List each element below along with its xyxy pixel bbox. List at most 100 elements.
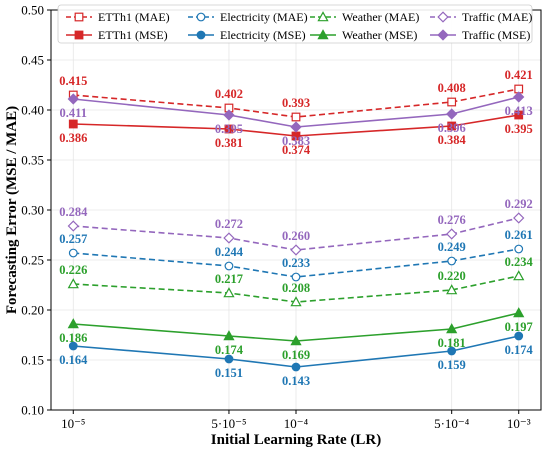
series-electricity-mae (68, 244, 524, 282)
data-label-electricity-mse: 0.174 (505, 343, 534, 357)
y-tick-label: 0.50 (21, 3, 44, 18)
data-label-weather-mse: 0.174 (215, 343, 244, 357)
data-label-etth1-mse: 0.381 (215, 136, 243, 150)
point-traffic-mse (223, 109, 235, 121)
data-label-traffic-mse: 0.396 (438, 121, 466, 135)
point-weather-mae (446, 284, 458, 295)
data-label-weather-mse: 0.197 (505, 320, 533, 334)
data-label-etth1-mae: 0.402 (215, 87, 243, 101)
legend-label: Weather (MSE) (342, 28, 417, 42)
series-traffic-mae (67, 212, 525, 256)
y-tick-label: 0.45 (21, 53, 44, 68)
point-weather-mse (513, 307, 525, 318)
legend-item-electricity-mae: Electricity (MAE) (188, 10, 308, 24)
data-label-electricity-mse: 0.151 (215, 366, 243, 380)
data-label-electricity-mae: 0.249 (438, 240, 466, 254)
series-lines (67, 84, 525, 372)
data-label-weather-mae: 0.234 (505, 255, 534, 269)
point-weather-mae (223, 287, 235, 298)
data-label-etth1-mae: 0.415 (59, 74, 87, 88)
legend-label: Electricity (MAE) (220, 10, 308, 24)
legend-marker (196, 30, 206, 40)
y-tick-label: 0.40 (21, 103, 44, 118)
data-label-weather-mse: 0.169 (282, 348, 310, 362)
point-weather-mse (290, 335, 302, 346)
data-label-electricity-mse: 0.164 (59, 353, 88, 367)
x-tick-label: 10⁻³ (507, 416, 531, 431)
point-traffic-mae (446, 228, 458, 240)
legend-item-electricity-mse: Electricity (MSE) (188, 28, 306, 42)
data-label-traffic-mse: 0.411 (60, 106, 87, 120)
point-etth1-mse (68, 119, 78, 129)
data-label-etth1-mae: 0.393 (282, 96, 310, 110)
data-label-electricity-mae: 0.261 (505, 228, 533, 242)
legend-marker (317, 29, 329, 40)
data-label-etth1-mse: 0.374 (282, 143, 311, 157)
y-tick-label: 0.25 (21, 253, 44, 268)
x-tick-label: 5·10⁻⁴ (434, 416, 470, 431)
legend-label: Electricity (MSE) (220, 28, 306, 42)
y-tick-label: 0.30 (21, 203, 44, 218)
y-tick-label: 0.20 (21, 303, 44, 318)
data-label-electricity-mse: 0.159 (438, 358, 466, 372)
x-tick-label: 5·10⁻⁵ (211, 416, 246, 431)
y-tick-label: 0.15 (21, 353, 44, 368)
point-weather-mae (513, 270, 525, 281)
legend-item-weather-mae: Weather (MAE) (310, 10, 419, 24)
data-label-traffic-mae: 0.292 (505, 197, 533, 211)
point-weather-mse (67, 318, 79, 329)
legend-label: Traffic (MAE) (462, 10, 532, 24)
data-label-electricity-mae: 0.233 (282, 256, 310, 270)
series-weather-mse (67, 307, 525, 346)
legend-label: ETTh1 (MSE) (98, 28, 168, 42)
data-label-traffic-mse: 0.383 (282, 134, 310, 148)
point-etth1-mse (224, 124, 234, 134)
point-traffic-mae (290, 244, 302, 256)
data-label-weather-mae: 0.208 (282, 281, 310, 295)
point-weather-mae (67, 278, 79, 289)
point-traffic-mse (290, 121, 302, 133)
point-etth1-mse (447, 121, 457, 131)
data-label-etth1-mse: 0.395 (505, 122, 533, 136)
point-electricity-mse (68, 341, 78, 351)
legend-item-traffic-mse: Traffic (MSE) (430, 28, 530, 42)
series-traffic-mse (67, 91, 525, 133)
legend-label: Traffic (MSE) (462, 28, 530, 42)
data-label-traffic-mae: 0.260 (282, 229, 310, 243)
y-axis-label: Forecasting Error (MSE / MAE) (4, 106, 20, 314)
legend-marker (196, 12, 206, 22)
series-etth1-mse (68, 110, 524, 141)
data-label-traffic-mae: 0.276 (438, 213, 466, 227)
point-weather-mse (223, 330, 235, 341)
data-label-etth1-mse: 0.386 (59, 131, 87, 145)
x-tick-label: 10⁻⁴ (284, 416, 309, 431)
legend-marker (317, 11, 329, 22)
legend-box (57, 4, 533, 44)
series-electricity-mse (68, 331, 524, 372)
point-weather-mse (446, 323, 458, 334)
legend-item-etth1-mse: ETTh1 (MSE) (66, 28, 168, 42)
legend-item-etth1-mae: ETTh1 (MAE) (66, 10, 170, 24)
data-label-weather-mae: 0.220 (438, 269, 466, 283)
point-traffic-mse (67, 93, 79, 105)
data-label-traffic-mse: 0.413 (505, 104, 533, 118)
point-weather-mae (290, 296, 302, 307)
point-electricity-mae (514, 244, 524, 254)
legend-item-traffic-mae: Traffic (MAE) (430, 10, 532, 24)
point-electricity-mae (291, 272, 301, 282)
point-electricity-mse (514, 331, 524, 341)
data-label-etth1-mae: 0.408 (438, 81, 466, 95)
legend-item-weather-mse: Weather (MSE) (310, 28, 417, 42)
point-traffic-mae (513, 212, 525, 224)
data-label-etth1-mse: 0.384 (438, 133, 467, 147)
y-tick-label: 0.10 (21, 403, 44, 418)
legend-marker (437, 29, 449, 41)
legend-marker (74, 12, 84, 22)
point-traffic-mae (223, 232, 235, 244)
data-label-traffic-mse: 0.395 (215, 122, 243, 136)
data-label-electricity-mae: 0.244 (215, 245, 244, 259)
point-etth1-mae (447, 97, 457, 107)
data-label-electricity-mae: 0.257 (59, 232, 87, 246)
x-tick-label: 10⁻⁵ (61, 416, 85, 431)
